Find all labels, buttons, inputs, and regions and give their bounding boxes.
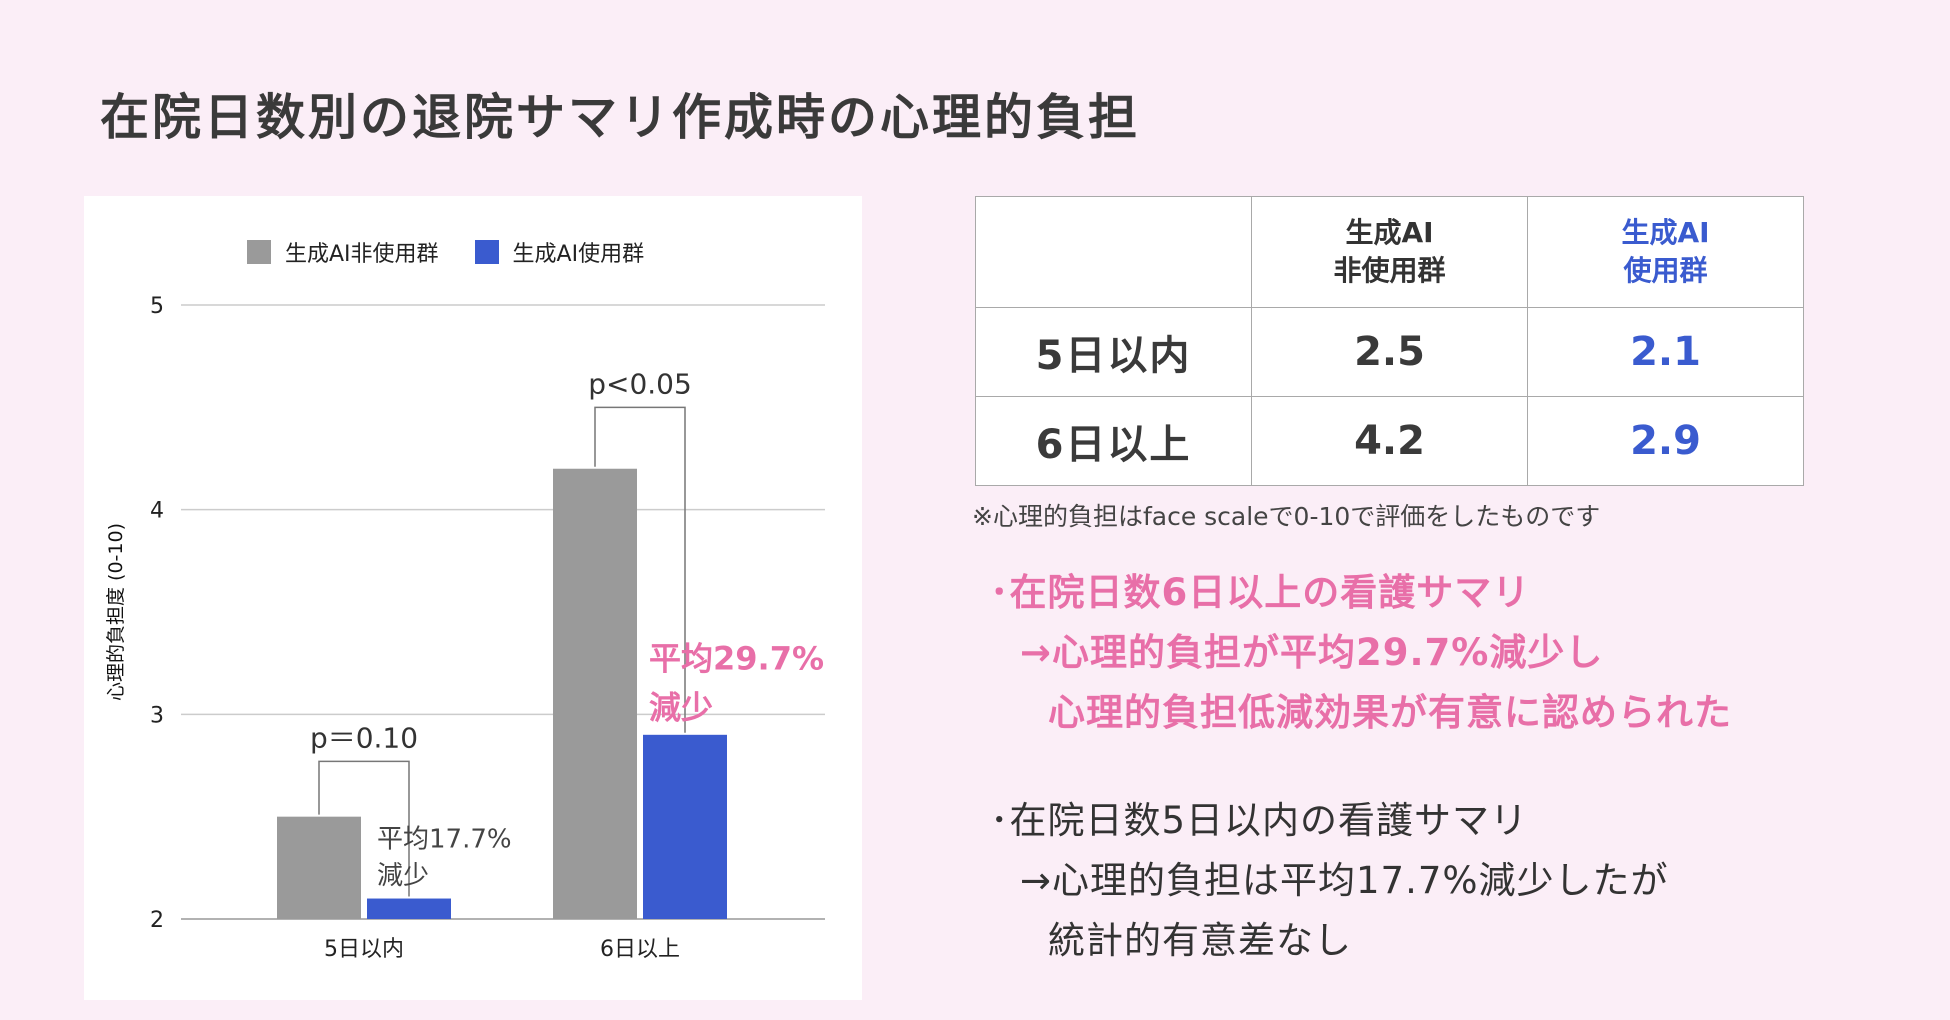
legend-label-non-ai: 生成AI非使用群 bbox=[285, 242, 439, 267]
header-ai-line1: 生成AI bbox=[1621, 216, 1710, 249]
bar-chart: 2 3 4 5 心理的負担度 (0-10) 5日以内 6日以上 p＝0.10 p<0.05 平均1… bbox=[105, 294, 825, 962]
cell-ai: 2.1 bbox=[1527, 307, 1804, 397]
y-tick-label: 4 bbox=[150, 499, 164, 524]
p-value-6days-label: p<0.05 bbox=[588, 367, 692, 400]
chart-legend: 生成AI非使用群 生成AI使用群 bbox=[247, 236, 680, 268]
summary-1-line2: →心理的負担が平均29.7%減少し bbox=[1020, 631, 1604, 674]
legend-label-ai: 生成AI使用群 bbox=[512, 242, 645, 267]
y-tick-label: 3 bbox=[150, 703, 164, 728]
page-title: 在院日数別の退院サマリ作成時の心理的負担 bbox=[100, 89, 1141, 146]
summary-1-line3: 心理的負担低減効果が有意に認められた bbox=[1048, 691, 1732, 734]
p-value-5days-bracket bbox=[318, 760, 410, 897]
legend-item-non-ai: 生成AI非使用群 bbox=[247, 236, 439, 268]
summary-2-line2: →心理的負担は平均17.7%減少したが bbox=[1020, 859, 1669, 902]
legend-item-ai: 生成AI使用群 bbox=[474, 236, 645, 268]
y-axis-label: 心理的負担度 (0-10) bbox=[105, 523, 127, 701]
x-tick-label: 5日以内 bbox=[324, 937, 404, 962]
summary-2-line1: ･在院日数5日以内の看護サマリ bbox=[990, 799, 1529, 842]
reduction-5days-line1: 平均17.7% bbox=[377, 824, 512, 854]
cell-ai: 2.9 bbox=[1527, 396, 1804, 486]
y-tick-label: 2 bbox=[150, 908, 164, 933]
table-header-empty bbox=[975, 196, 1252, 308]
cell-non-ai: 2.5 bbox=[1251, 307, 1528, 397]
results-table: 生成AI 非使用群 生成AI 使用群 5日以内 2.5 2.1 6日以上 4.2… bbox=[975, 196, 1804, 486]
table-header-non-ai: 生成AI 非使用群 bbox=[1251, 196, 1528, 308]
p-value-6days-bracket bbox=[594, 406, 686, 733]
table-header-row: 生成AI 非使用群 生成AI 使用群 bbox=[975, 196, 1804, 308]
bar-chart-panel: 2 3 4 5 心理的負担度 (0-10) 5日以内 6日以上 p＝0.10 p<0.05 平均1… bbox=[84, 196, 862, 1000]
header-non-ai-line2: 非使用群 bbox=[1333, 254, 1446, 287]
bar-non-ai bbox=[553, 468, 637, 919]
legend-swatch-ai bbox=[474, 240, 499, 264]
row-label: 6日以上 bbox=[975, 396, 1252, 486]
table-row: 5日以内 2.5 2.1 bbox=[975, 307, 1804, 397]
legend-swatch-non-ai bbox=[247, 240, 271, 264]
summary-2-line3: 統計的有意差なし bbox=[1048, 919, 1352, 962]
cell-non-ai: 4.2 bbox=[1251, 396, 1528, 486]
bar-ai bbox=[367, 898, 451, 919]
y-tick-label: 5 bbox=[150, 294, 164, 319]
x-tick-label: 6日以上 bbox=[600, 937, 680, 962]
header-ai-line2: 使用群 bbox=[1623, 254, 1708, 287]
table-row: 6日以上 4.2 2.9 bbox=[975, 396, 1804, 486]
bar-ai bbox=[643, 734, 727, 919]
table-header-ai: 生成AI 使用群 bbox=[1527, 196, 1804, 308]
reduction-5days-line2: 減少 bbox=[377, 861, 429, 891]
summary-1-line1: ･在院日数6日以上の看護サマリ bbox=[990, 571, 1531, 614]
row-label: 5日以内 bbox=[975, 307, 1252, 397]
table-note: ※心理的負担はface scaleで0-10で評価をしたものです bbox=[972, 502, 1601, 531]
bar-non-ai bbox=[277, 816, 361, 919]
header-non-ai-line1: 生成AI bbox=[1345, 216, 1434, 249]
reduction-6days-line2: 減少 bbox=[649, 688, 713, 726]
p-value-5days-label: p＝0.10 bbox=[310, 721, 418, 754]
reduction-6days-line1: 平均29.7% bbox=[649, 639, 824, 677]
